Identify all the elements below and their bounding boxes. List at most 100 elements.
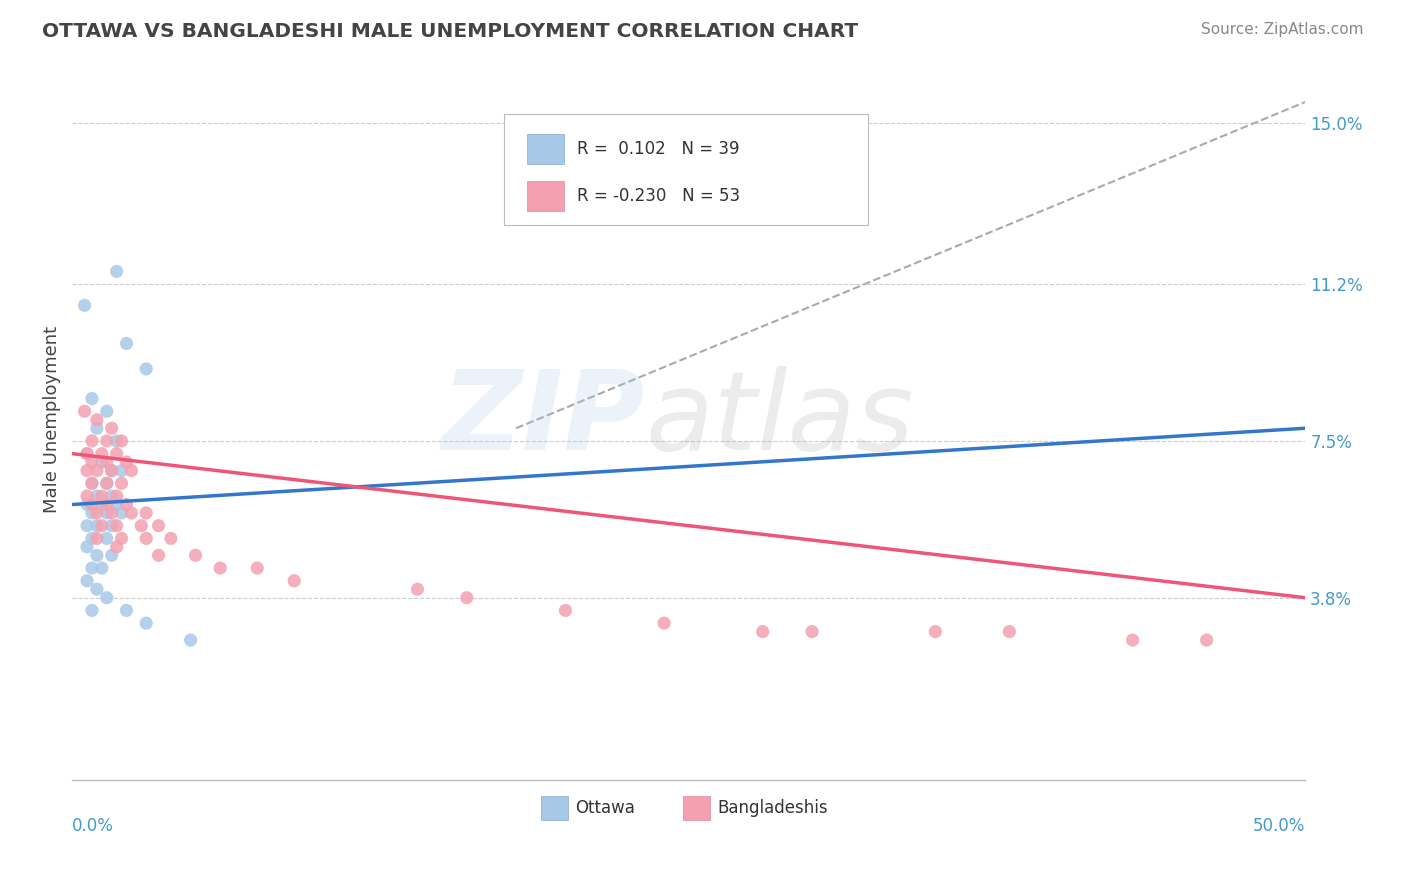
Point — [73, 404, 96, 418]
Point — [998, 624, 1021, 639]
Point — [96, 434, 118, 448]
Point — [751, 624, 773, 639]
Point — [90, 447, 112, 461]
Point — [86, 413, 108, 427]
Point — [110, 506, 132, 520]
Point — [100, 506, 122, 520]
Text: ZIP: ZIP — [441, 367, 645, 474]
Point — [184, 549, 207, 563]
Point — [86, 421, 108, 435]
Point — [105, 434, 128, 448]
Point — [90, 498, 112, 512]
Point — [115, 498, 138, 512]
Point — [76, 489, 98, 503]
Point — [1122, 633, 1144, 648]
Point — [110, 464, 132, 478]
Text: 0.0%: 0.0% — [72, 817, 114, 835]
Point — [80, 532, 103, 546]
Point — [80, 603, 103, 617]
Point — [105, 498, 128, 512]
Point — [96, 532, 118, 546]
Point — [246, 561, 269, 575]
Text: R = -0.230   N = 53: R = -0.230 N = 53 — [576, 187, 740, 205]
Point — [80, 476, 103, 491]
Point — [86, 582, 108, 597]
Point — [86, 518, 108, 533]
FancyBboxPatch shape — [503, 113, 868, 226]
Point — [129, 518, 152, 533]
Point — [86, 549, 108, 563]
Point — [100, 464, 122, 478]
Point — [76, 540, 98, 554]
FancyBboxPatch shape — [682, 797, 710, 820]
Point — [110, 532, 132, 546]
Point — [554, 603, 576, 617]
Point — [115, 455, 138, 469]
Point — [96, 498, 118, 512]
Point — [105, 518, 128, 533]
Point — [76, 574, 98, 588]
Point — [115, 603, 138, 617]
Point — [76, 464, 98, 478]
Point — [110, 476, 132, 491]
Point — [406, 582, 429, 597]
Point — [76, 498, 98, 512]
Point — [110, 434, 132, 448]
Y-axis label: Male Unemployment: Male Unemployment — [44, 326, 60, 513]
Point — [135, 506, 157, 520]
Point — [86, 464, 108, 478]
Point — [100, 518, 122, 533]
Point — [90, 561, 112, 575]
Point — [80, 392, 103, 406]
Point — [100, 549, 122, 563]
Point — [90, 489, 112, 503]
Point — [76, 447, 98, 461]
Point — [76, 447, 98, 461]
Point — [652, 616, 675, 631]
FancyBboxPatch shape — [527, 181, 564, 211]
Text: Bangladeshis: Bangladeshis — [717, 799, 828, 817]
Text: Ottawa: Ottawa — [575, 799, 636, 817]
Point — [148, 549, 170, 563]
Point — [100, 421, 122, 435]
FancyBboxPatch shape — [541, 797, 568, 820]
Point — [80, 434, 103, 448]
Point — [80, 476, 103, 491]
Point — [80, 561, 103, 575]
Point — [90, 455, 112, 469]
Point — [801, 624, 824, 639]
Text: OTTAWA VS BANGLADESHI MALE UNEMPLOYMENT CORRELATION CHART: OTTAWA VS BANGLADESHI MALE UNEMPLOYMENT … — [42, 22, 858, 41]
Point — [160, 532, 183, 546]
Point — [456, 591, 478, 605]
Point — [135, 532, 157, 546]
Point — [135, 362, 157, 376]
Point — [96, 591, 118, 605]
Point — [86, 532, 108, 546]
Point — [105, 264, 128, 278]
Text: Source: ZipAtlas.com: Source: ZipAtlas.com — [1201, 22, 1364, 37]
FancyBboxPatch shape — [527, 134, 564, 164]
Point — [100, 489, 122, 503]
Text: R =  0.102   N = 39: R = 0.102 N = 39 — [576, 140, 740, 158]
Point — [924, 624, 946, 639]
Point — [283, 574, 305, 588]
Point — [1195, 633, 1218, 648]
Point — [80, 455, 103, 469]
Point — [96, 506, 118, 520]
Point — [90, 518, 112, 533]
Point — [105, 540, 128, 554]
Point — [76, 518, 98, 533]
Point — [73, 298, 96, 312]
Point — [80, 506, 103, 520]
Point — [209, 561, 232, 575]
Point — [115, 336, 138, 351]
Point — [148, 518, 170, 533]
Point — [96, 455, 118, 469]
Point — [86, 489, 108, 503]
Point — [86, 506, 108, 520]
Point — [105, 489, 128, 503]
Point — [96, 404, 118, 418]
Point — [120, 464, 142, 478]
Text: 50.0%: 50.0% — [1253, 817, 1305, 835]
Point — [80, 498, 103, 512]
